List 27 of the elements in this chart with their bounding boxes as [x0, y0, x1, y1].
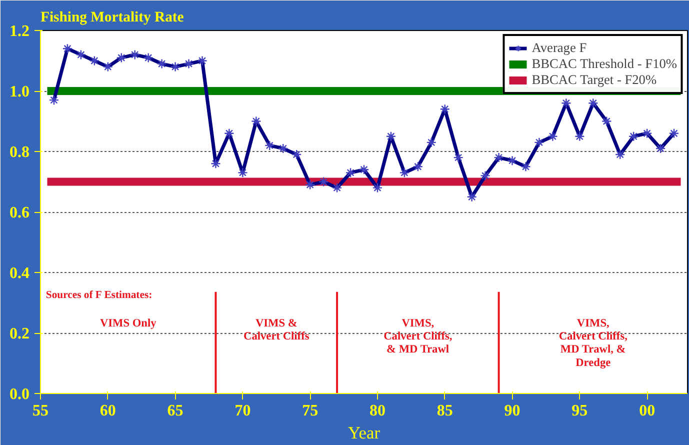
annotation: Sources of F Estimates:	[46, 290, 152, 301]
x-tick-label: 75	[302, 402, 318, 420]
annotation: VIMS & Calvert Cliffs	[244, 317, 310, 342]
y-tick-label: 0.2	[10, 326, 30, 342]
y-tick-label: 0.0	[10, 386, 30, 403]
legend-label: BBCAC Threshold - F10%	[532, 56, 677, 72]
annotation: VIMS Only	[100, 317, 157, 330]
chart-title: Fishing Mortality Rate	[40, 10, 184, 26]
x-axis-title: Year	[348, 424, 380, 442]
y-tick-label: 0.8	[10, 144, 30, 161]
x-tick-label: 95	[572, 402, 588, 420]
x-tick-label: 55	[32, 402, 48, 420]
x-tick-label: 85	[436, 402, 453, 420]
y-tick-label: 0.6	[10, 204, 30, 222]
y-tick-label: 1.0	[10, 84, 30, 100]
y-tick-label: 1.2	[10, 23, 30, 40]
x-tick-label: 65	[167, 402, 184, 420]
x-tick-label: 90	[504, 402, 520, 420]
x-tick-label: 00	[639, 402, 656, 420]
annotation: VIMS, Calvert Cliffs, MD Trawl, & Dredge	[558, 317, 628, 369]
legend-label: Average F	[532, 40, 587, 56]
annotation: VIMS, Calvert Cliffs, & MD Trawl	[384, 317, 452, 356]
legend-label: BBCAC Target - F20%	[532, 72, 657, 88]
x-tick-label: 80	[369, 402, 386, 420]
x-tick-label: 70	[234, 402, 251, 420]
y-tick-label: 0.4	[10, 265, 30, 282]
x-tick-label: 60	[100, 402, 116, 420]
